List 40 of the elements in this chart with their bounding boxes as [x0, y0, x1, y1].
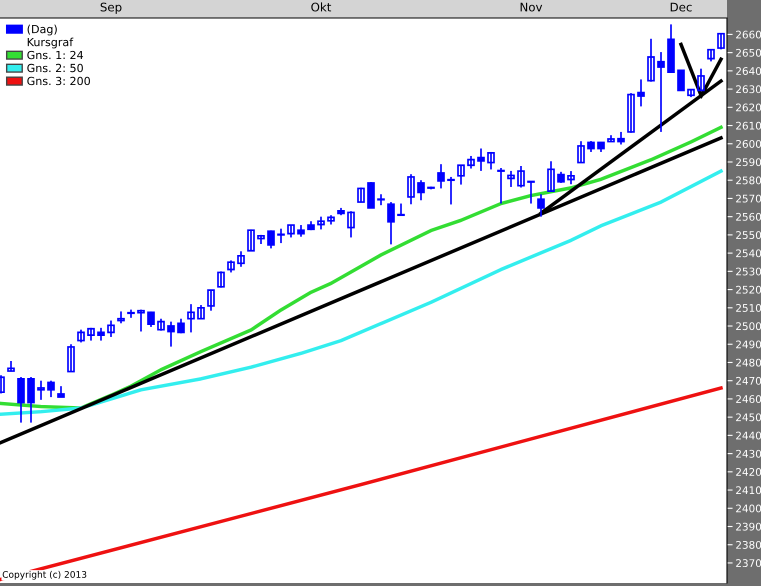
y-tick-label: 2370 — [736, 559, 761, 568]
y-tick-label: 2540 — [736, 249, 761, 258]
y-tick-label: 2470 — [736, 376, 761, 385]
y-tick-label: 2580 — [736, 176, 761, 184]
legend-label: Gns. 3: 200 — [27, 76, 90, 86]
y-tick-label: 2490 — [736, 340, 761, 348]
y-tick-label: 2640 — [736, 67, 761, 75]
y-tick-label: 2480 — [736, 358, 761, 367]
y-tick-label: 2590 — [736, 158, 761, 166]
annotation: Copyright (c) 2013 — [2, 570, 86, 580]
y-tick-label: 2610 — [736, 122, 761, 130]
y-tick-label: 2660 — [736, 30, 761, 39]
y-tick-label: 2380 — [736, 540, 761, 549]
x-tick-label: Nov — [520, 2, 542, 12]
legend-label: (Dag) — [28, 24, 57, 36]
y-tick-label: 2450 — [736, 413, 761, 422]
y-tick-label: 2400 — [736, 504, 761, 512]
y-tick-label: 2440 — [736, 432, 761, 440]
y-tick-label: 2600 — [736, 140, 761, 148]
y-tick-label: 2390 — [736, 522, 761, 531]
y-tick-label: 2500 — [736, 322, 761, 330]
y-tick-label: 2410 — [736, 486, 761, 494]
x-tick-label: Okt — [311, 2, 332, 12]
legend-label: Gns. 1: 24 — [27, 50, 84, 60]
y-tick-label: 2620 — [736, 104, 761, 112]
legend-title: Kursgraf — [28, 38, 74, 48]
x-tick-label: Sep — [100, 2, 122, 14]
y-tick-label: 2550 — [736, 231, 761, 239]
y-tick-label: 2430 — [736, 450, 761, 458]
y-tick-label: 2530 — [736, 268, 761, 276]
legend-label: Gns. 2: 50 — [27, 64, 83, 72]
y-tick-label: 2510 — [736, 304, 761, 312]
y-tick-label: 2460 — [736, 395, 761, 404]
y-tick-label: 2570 — [736, 194, 761, 203]
y-tick-label: 2650 — [736, 48, 761, 57]
y-tick-label: 2420 — [736, 468, 761, 476]
y-tick-label: 2560 — [736, 212, 761, 221]
y-tick-label: 2630 — [736, 85, 761, 94]
y-tick-label: 2520 — [736, 286, 761, 294]
x-tick-label: Dec — [670, 2, 692, 12]
